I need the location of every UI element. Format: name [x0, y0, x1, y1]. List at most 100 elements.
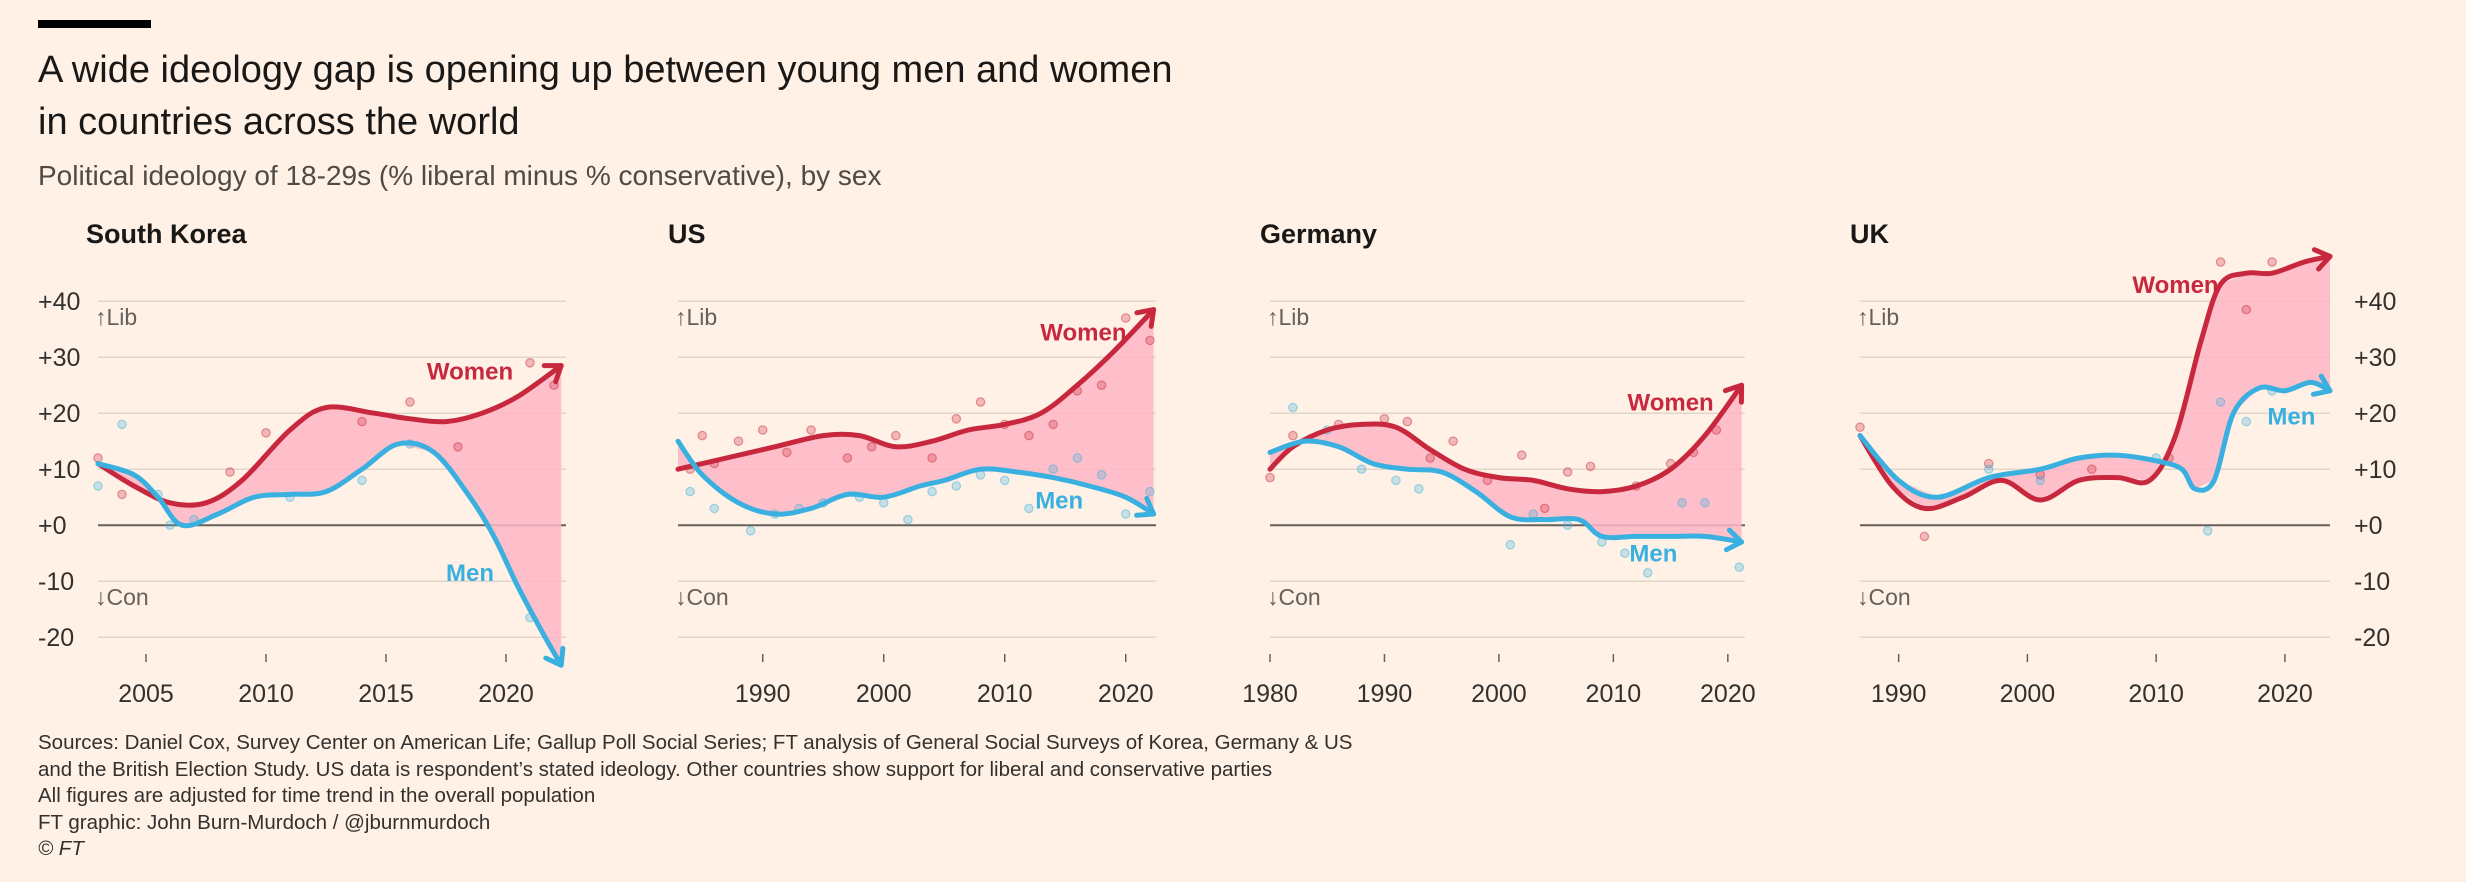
women-data-point: [697, 430, 708, 441]
chart-subtitle: Political ideology of 18-29s (% liberal …: [38, 160, 882, 191]
men-data-point: [1096, 469, 1107, 480]
women-trend-line: [1267, 382, 1745, 495]
con-annotation: ↓Con: [1267, 584, 1321, 610]
lib-annotation: ↑Lib: [1857, 304, 1899, 330]
women-data-point: [782, 447, 792, 458]
women-data-point: [93, 453, 103, 463]
men-data-point: [2202, 525, 2213, 536]
panel-title-uk: UK: [1850, 219, 1889, 249]
women-data-point: [453, 441, 463, 452]
x-tick-label: 2010: [977, 680, 1033, 708]
women-data-point: [2086, 464, 2097, 474]
y-tick-label: +20: [2354, 400, 2396, 428]
women-series-label: Women: [2132, 272, 2218, 299]
women-data-point: [357, 416, 367, 427]
y-tick-label: +30: [38, 344, 80, 372]
con-annotation: ↓Con: [675, 584, 729, 610]
panel-uk: UK +40 +30 +20 +10 +0 -10 -20 ↑Lib ↓Con 1990 2000 20…: [1850, 219, 2396, 708]
y-tick-label: -20: [2354, 624, 2390, 652]
women-data-point: [1288, 430, 1298, 441]
chart-title: A wide ideology gap is opening up betwee…: [38, 44, 1338, 148]
men-data-point: [357, 475, 367, 486]
x-tick-label: 2020: [1700, 680, 1756, 708]
women-data-point: [842, 453, 853, 463]
x-tick-label: 2000: [856, 680, 912, 708]
x-tick-label: 2020: [478, 680, 534, 708]
men-data-point: [745, 525, 756, 536]
y-tick-label: +30: [2354, 344, 2396, 372]
women-data-point: [1539, 503, 1550, 514]
con-annotation: ↓Con: [1857, 584, 1911, 610]
women-data-point: [2215, 257, 2226, 267]
women-data-point: [261, 427, 271, 438]
men-data-point: [709, 503, 720, 514]
women-data-point: [1096, 380, 1107, 390]
men-data-point: [1505, 539, 1516, 550]
men-data-point: [1413, 483, 1424, 494]
men-data-point: [1356, 464, 1367, 474]
x-tick-label: 2020: [1098, 680, 1154, 708]
women-data-point: [1024, 430, 1034, 441]
men-trend-line: [1857, 379, 2333, 500]
source-line-3: All figures are adjusted for time trend …: [38, 784, 596, 807]
gap-area: [1270, 385, 1742, 542]
men-data-point: [878, 497, 889, 508]
y-tick-label: +10: [38, 456, 80, 484]
women-data-point: [1517, 450, 1527, 460]
men-data-point: [1620, 548, 1630, 558]
women-trend-line: [675, 307, 1157, 472]
women-data-point: [1048, 419, 1058, 430]
panel-title-south-korea: South Korea: [86, 219, 247, 249]
x-tick-label: 1990: [735, 680, 791, 708]
men-data-point: [1528, 509, 1539, 519]
men-trend-line: [1267, 438, 1745, 545]
men-series-label: Men: [1629, 541, 1677, 568]
x-tick-label: 2010: [238, 680, 294, 708]
x-tick-label: 1980: [1242, 680, 1298, 708]
men-data-point: [1391, 475, 1401, 486]
men-trend-line: [675, 438, 1157, 517]
y-tick-label: +40: [38, 288, 80, 316]
ft-brand-bar: [38, 20, 151, 28]
men-series-label: Men: [446, 560, 494, 587]
men-data-point: [1677, 497, 1687, 508]
x-tick-label: 1990: [1357, 680, 1413, 708]
x-tick-label: 1990: [1871, 680, 1927, 708]
men-arrowhead: [2310, 373, 2333, 397]
men-arrowhead: [1723, 527, 1745, 553]
women-data-point: [1145, 335, 1155, 346]
women-data-point: [1855, 422, 1865, 432]
women-data-point: [2267, 257, 2277, 267]
chart-title-line2: in countries across the world: [38, 101, 520, 143]
women-data-point: [1265, 472, 1275, 483]
men-data-point: [1983, 464, 1994, 474]
women-data-point: [951, 413, 962, 424]
panel-title-us: US: [668, 219, 706, 249]
source-notes: Sources: Daniel Cox, Survey Center on Am…: [38, 730, 1352, 863]
men-data-point: [927, 486, 937, 497]
y-tick-label: +40: [2354, 288, 2396, 316]
women-data-point: [1585, 461, 1596, 472]
lib-annotation: ↑Lib: [675, 304, 717, 330]
men-data-point: [93, 481, 103, 491]
chart-title-line1: A wide ideology gap is opening up betwee…: [38, 49, 1173, 91]
con-annotation: ↓Con: [95, 584, 149, 610]
women-arrowhead: [1722, 382, 1745, 405]
lib-annotation: ↑Lib: [1267, 304, 1309, 330]
y-tick-label: +0: [38, 512, 67, 540]
women-series-label: Women: [1040, 319, 1126, 346]
women-series-label: Women: [427, 359, 513, 386]
men-data-point: [1288, 402, 1298, 413]
x-tick-label: 2020: [2257, 680, 2313, 708]
lib-annotation: ↑Lib: [95, 304, 137, 330]
women-data-point: [2241, 304, 2252, 315]
women-data-point: [733, 436, 744, 446]
gap-area: [1860, 256, 2330, 508]
men-series-label: Men: [1035, 487, 1083, 514]
women-trend-line: [95, 363, 564, 508]
women-data-point: [891, 430, 901, 441]
men-data-point: [165, 520, 175, 530]
x-tick-label: 2005: [118, 680, 174, 708]
men-arrowhead: [1134, 495, 1157, 518]
